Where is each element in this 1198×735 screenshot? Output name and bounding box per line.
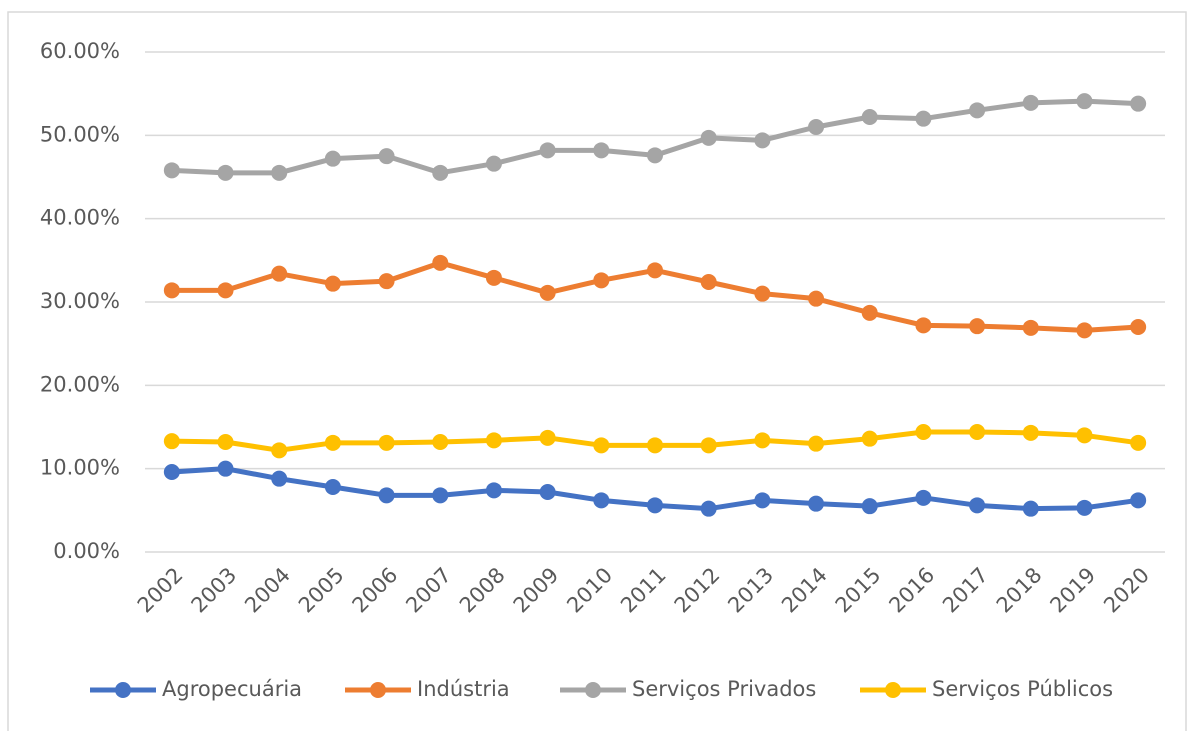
data-point <box>539 429 556 446</box>
chart-border <box>7 11 1187 733</box>
data-point <box>539 484 556 500</box>
data-point <box>432 164 449 181</box>
data-point <box>754 432 771 449</box>
data-point <box>915 110 932 127</box>
data-point <box>271 442 288 459</box>
legend-label: Serviços Públicos <box>932 677 1113 701</box>
data-point <box>324 434 341 451</box>
data-point <box>378 434 395 451</box>
data-point <box>432 434 449 450</box>
y-tick-label: 10.00% <box>40 456 120 480</box>
data-point <box>969 424 986 440</box>
legend-label: Serviços Privados <box>632 677 816 701</box>
data-point <box>647 497 663 514</box>
data-point <box>485 432 502 449</box>
legend-marker <box>885 682 901 698</box>
data-point <box>593 272 610 289</box>
y-tick-label: 60.00% <box>40 39 120 63</box>
data-point <box>1022 500 1039 517</box>
legend-label: Agropecuária <box>162 677 302 701</box>
data-point <box>1130 492 1147 509</box>
data-point <box>217 460 234 477</box>
data-point <box>700 274 717 290</box>
data-point <box>271 265 288 282</box>
data-point <box>378 487 395 504</box>
data-point <box>647 262 663 279</box>
legend-marker <box>585 682 601 698</box>
data-point <box>1130 434 1147 451</box>
data-point <box>271 470 288 487</box>
data-point <box>1076 499 1093 516</box>
data-point <box>915 489 932 506</box>
data-point <box>754 285 771 302</box>
data-point <box>539 284 556 301</box>
data-point <box>1022 424 1039 441</box>
data-point <box>485 155 502 172</box>
data-point <box>271 164 288 181</box>
legend-marker <box>115 682 131 698</box>
y-tick-label: 40.00% <box>40 206 120 230</box>
data-point <box>593 492 610 509</box>
y-tick-label: 30.00% <box>40 289 120 313</box>
data-point <box>324 150 341 167</box>
data-point <box>163 464 180 480</box>
data-point <box>324 275 341 292</box>
data-point <box>217 434 234 450</box>
data-point <box>754 492 771 509</box>
data-point <box>432 487 449 504</box>
data-point <box>1130 319 1147 335</box>
data-point <box>700 500 717 517</box>
data-point <box>432 254 449 271</box>
data-point <box>378 148 395 165</box>
data-point <box>808 119 825 135</box>
legend-label: Indústria <box>417 677 510 701</box>
data-point <box>163 282 180 299</box>
data-point <box>163 433 180 450</box>
data-point <box>861 498 878 515</box>
data-point <box>861 304 878 321</box>
data-point <box>217 164 234 181</box>
data-point <box>808 435 825 452</box>
data-point <box>378 273 395 290</box>
data-point <box>915 317 932 334</box>
y-tick-label: 20.00% <box>40 372 120 396</box>
y-tick-label: 0.00% <box>53 539 120 563</box>
data-point <box>593 142 610 159</box>
data-point <box>700 129 717 146</box>
data-point <box>969 497 986 514</box>
data-point <box>969 102 986 119</box>
data-point <box>324 479 341 495</box>
data-point <box>539 142 556 159</box>
data-point <box>1076 93 1093 110</box>
data-point <box>647 147 663 164</box>
data-point <box>1130 95 1147 112</box>
y-tick-label: 50.00% <box>40 122 120 146</box>
data-point <box>647 437 663 454</box>
data-point <box>808 290 825 307</box>
data-point <box>754 132 771 149</box>
data-point <box>593 437 610 454</box>
data-point <box>969 318 986 335</box>
data-point <box>700 437 717 454</box>
data-point <box>861 430 878 447</box>
data-point <box>485 482 502 499</box>
data-point <box>808 495 825 512</box>
data-point <box>163 162 180 179</box>
data-point <box>217 282 234 299</box>
data-point <box>1022 319 1039 336</box>
data-point <box>915 424 932 440</box>
data-point <box>1022 94 1039 111</box>
data-point <box>1076 427 1093 444</box>
data-point <box>485 269 502 286</box>
legend-marker <box>370 682 386 698</box>
data-point <box>861 109 878 125</box>
data-point <box>1076 322 1093 339</box>
